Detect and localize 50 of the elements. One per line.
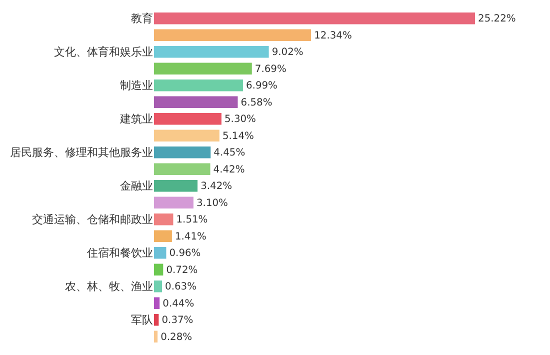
data-label: 4.45% [214,148,246,159]
y-tick-label: 住宿和餐饮业 [87,246,153,260]
data-label: 5.30% [224,114,256,126]
data-label: 6.58% [240,97,272,108]
bar [154,330,158,342]
bar [154,130,220,142]
bar [154,113,222,125]
y-tick-label: 农、林、牧、渔业 [65,280,153,294]
y-tick-label: 教育 [131,12,153,26]
bar [154,230,172,242]
bar [154,80,243,92]
data-label: 1.41% [174,231,206,242]
y-tick-label: 交通运输、仓储和邮政业 [32,213,153,226]
bar [154,163,210,175]
y-tick-label: 制造业 [120,79,153,92]
bar [154,46,269,58]
data-label: 3.42% [200,181,232,192]
data-label: 0.63% [165,282,197,293]
data-label: 0.72% [166,264,198,276]
bar [154,29,312,41]
y-tick-label: 金融业 [120,180,153,193]
bar [154,280,162,292]
bar [154,180,198,192]
data-label: 12.34% [314,30,352,42]
bar [154,264,164,276]
data-label: 4.42% [213,164,245,176]
data-label: 0.96% [169,248,201,260]
bar [154,314,159,326]
y-tick-label: 建筑业 [119,112,153,126]
y-tick-label: 居民服务、修理和其他服务业 [10,146,153,160]
bar [154,96,238,108]
y-tick-label: 文化、体育和娱乐业 [54,46,153,59]
bar [154,12,475,24]
bar [154,196,194,208]
data-label: 25.22% [478,14,516,25]
data-label: 6.99% [246,80,278,92]
data-label: 0.28% [160,332,192,343]
bar [154,146,211,158]
data-label: 3.10% [196,198,228,209]
bar [154,214,174,226]
data-label: 5.14% [222,130,254,142]
data-label: 0.44% [162,298,194,310]
data-label: 1.51% [176,214,208,226]
bar [154,62,252,74]
bar [154,297,160,309]
bar [154,247,166,259]
y-tick-label: 军队 [131,314,153,327]
data-label: 0.37% [162,315,194,326]
data-label: 7.69% [254,64,286,75]
data-label: 9.02% [272,47,304,58]
